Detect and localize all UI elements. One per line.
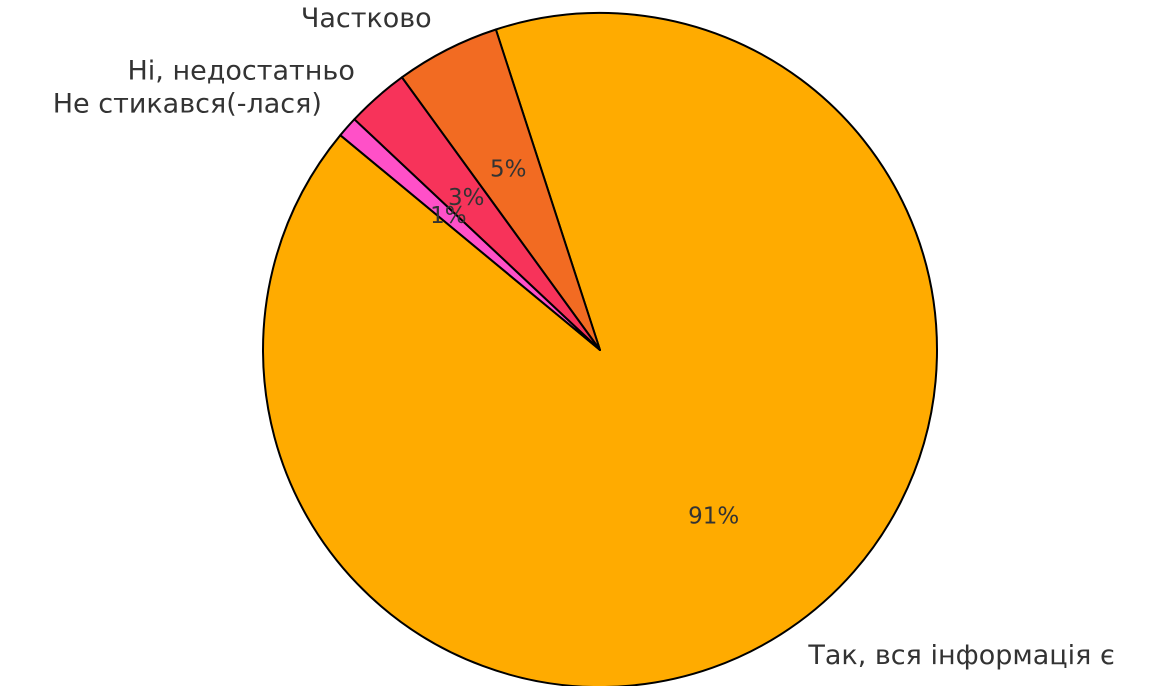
value-label: 3% xyxy=(448,185,485,211)
slice-label: Не стикався(-лася) xyxy=(53,88,322,119)
value-label: 1% xyxy=(430,203,467,229)
slice-label: Частково xyxy=(301,3,432,34)
slice-label: Ні, недостатньо xyxy=(127,55,354,86)
pie-slice xyxy=(339,118,601,351)
value-label: 91% xyxy=(688,504,739,530)
value-label: 5% xyxy=(490,156,527,182)
slice-label: Так, вся інформація є xyxy=(807,640,1114,671)
